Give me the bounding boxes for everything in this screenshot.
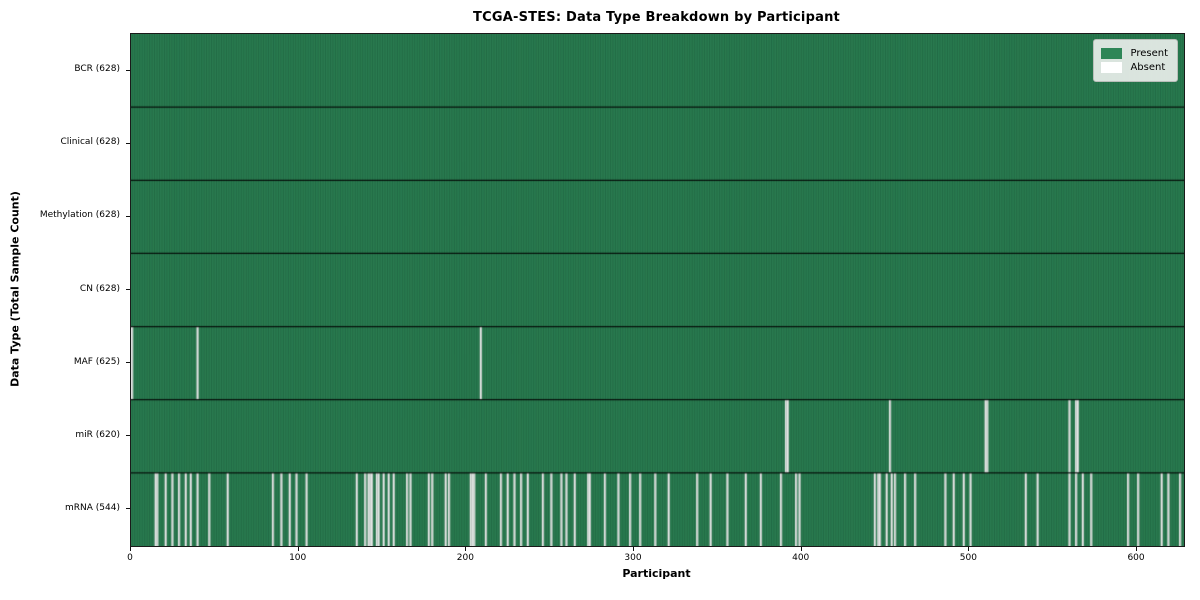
y-tick-label-methylation: Methylation (628): [39, 210, 120, 221]
x-tick-label-500: 500: [959, 553, 977, 563]
y-tick-label-bcr: BCR (628): [74, 64, 120, 75]
x-tick-mark: [968, 547, 970, 551]
heatmap-canvas: [131, 34, 1184, 546]
x-tick-label-300: 300: [624, 553, 642, 563]
legend: Present Absent: [1093, 39, 1178, 82]
x-tick-label-400: 400: [792, 553, 810, 563]
y-tick-mark: [126, 435, 130, 437]
y-tick-mark: [126, 289, 130, 290]
x-axis-label: Participant: [622, 567, 691, 580]
y-tick-mark: [126, 69, 130, 71]
x-tick-label-600: 600: [1127, 553, 1145, 563]
x-tick-mark: [1136, 547, 1138, 551]
legend-swatch-absent: [1101, 62, 1123, 73]
y-tick-mark: [126, 508, 130, 510]
x-tick-label-200: 200: [456, 553, 474, 563]
y-tick-label-maf: MAF (625): [73, 356, 120, 367]
x-tick-mark: [465, 547, 467, 551]
plot-area: Present Absent: [130, 33, 1185, 547]
x-tick-mark: [297, 547, 299, 551]
y-tick-mark: [126, 215, 130, 217]
legend-label-absent: Absent: [1130, 62, 1166, 73]
x-tick-mark: [130, 547, 131, 551]
y-tick-label-mir: miR (620): [75, 429, 120, 440]
y-tick-label-cn: CN (628): [79, 283, 120, 294]
x-tick-mark: [800, 547, 802, 551]
y-tick-label-mrna: mRNA (544): [65, 502, 120, 513]
legend-item-absent: Absent: [1101, 62, 1168, 73]
x-tick-label-0: 0: [127, 553, 133, 563]
y-tick-mark: [126, 362, 130, 364]
y-tick-label-clinical: Clinical (628): [60, 137, 120, 148]
chart-title: TCGA-STES: Data Type Breakdown by Partic…: [473, 10, 840, 25]
x-tick-mark: [633, 547, 635, 551]
legend-label-present: Present: [1130, 48, 1168, 59]
legend-item-present: Present: [1101, 48, 1168, 59]
legend-swatch-present: [1101, 48, 1123, 59]
y-tick-mark: [126, 142, 130, 144]
x-tick-label-100: 100: [289, 553, 307, 563]
